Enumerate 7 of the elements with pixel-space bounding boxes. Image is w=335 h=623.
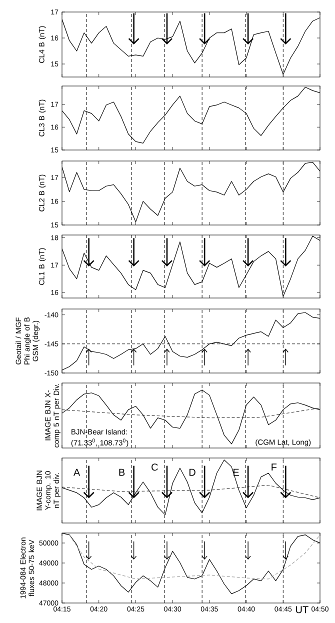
x-axis-title: UT xyxy=(296,606,308,614)
annotation: B xyxy=(119,468,125,476)
annotation: F xyxy=(272,464,277,471)
annotation: C xyxy=(152,464,158,471)
annotation: A xyxy=(73,468,80,476)
annotation: D xyxy=(189,468,196,476)
annotation: E xyxy=(234,468,239,476)
